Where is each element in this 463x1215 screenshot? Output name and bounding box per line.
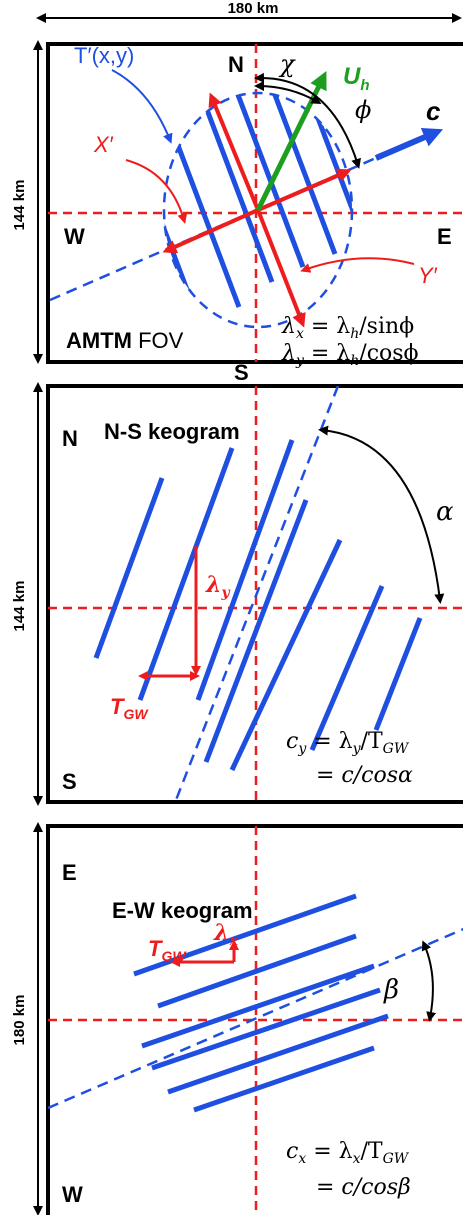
ew-phase-line bbox=[48, 927, 463, 1110]
east-label: E bbox=[437, 224, 452, 249]
beta-label: β bbox=[383, 975, 399, 1005]
y-prime-callout bbox=[300, 257, 415, 273]
t-prime-callout bbox=[111, 69, 173, 144]
lambda-x-equation: λx = λh/sinϕ bbox=[281, 314, 414, 342]
c-beta-equation: = c/cosβ bbox=[316, 1175, 411, 1200]
alpha-label: α bbox=[436, 497, 454, 527]
cy-equation: cy = λy/TGW bbox=[286, 729, 410, 757]
keogram-title: E-W keogram bbox=[112, 898, 253, 923]
middle-panel: 144 km N S N-S keogram α λy TGW bbox=[11, 382, 463, 806]
y-prime-label: Y′ bbox=[418, 263, 438, 288]
y-prime-axis-neg bbox=[208, 92, 260, 211]
wind-label: Uh bbox=[343, 63, 370, 94]
t-prime-label: T′(x,y) bbox=[74, 43, 134, 68]
height-label: 144 km bbox=[11, 180, 28, 231]
beta-arc bbox=[421, 940, 437, 1022]
x-prime-callout bbox=[125, 159, 188, 224]
ns-wave-streaks bbox=[93, 439, 423, 772]
y-prime-axis-pos bbox=[256, 209, 306, 328]
phi-label: ϕ bbox=[355, 96, 371, 124]
x-prime-axis-pos bbox=[257, 168, 352, 212]
fov-label: AMTM FOV bbox=[66, 328, 184, 353]
south-label: S bbox=[62, 769, 77, 794]
west-label: W bbox=[62, 1182, 83, 1207]
c-alpha-equation: = c/cosα bbox=[316, 763, 413, 788]
east-label: E bbox=[62, 860, 77, 885]
ew-wave-streaks bbox=[133, 893, 389, 1113]
lambda-y-label: λy bbox=[205, 572, 230, 601]
x-prime-label: X′ bbox=[93, 132, 114, 157]
t-gw-label: TGW bbox=[148, 936, 187, 964]
top-panel: 180 km 144 km bbox=[11, 0, 463, 385]
height-label: 144 km bbox=[11, 581, 28, 632]
north-label: N bbox=[228, 52, 244, 77]
south-label: S bbox=[234, 360, 249, 385]
t-gw-label: TGW bbox=[110, 694, 149, 722]
west-label: W bbox=[64, 224, 85, 249]
alpha-arc bbox=[318, 425, 445, 604]
chi-label: χ bbox=[278, 50, 296, 78]
height-label: 180 km bbox=[11, 995, 28, 1046]
phi-arc bbox=[254, 72, 361, 169]
x-prime-axis-neg bbox=[162, 208, 259, 254]
bottom-panel: 180 km E W E-W keogram β λx TGW cx = λx/ bbox=[11, 822, 463, 1215]
north-label: N bbox=[62, 426, 78, 451]
keogram-title: N-S keogram bbox=[104, 419, 240, 444]
lambda-x-label: λx bbox=[213, 920, 238, 949]
lambda-y-equation: λy = λh/cosϕ bbox=[281, 341, 419, 369]
phase-velocity-label: c bbox=[426, 96, 441, 126]
width-label: 180 km bbox=[228, 0, 279, 17]
cx-equation: cx = λx/TGW bbox=[286, 1139, 410, 1167]
phase-velocity-arrow bbox=[374, 127, 444, 161]
ns-phase-line bbox=[174, 386, 340, 801]
